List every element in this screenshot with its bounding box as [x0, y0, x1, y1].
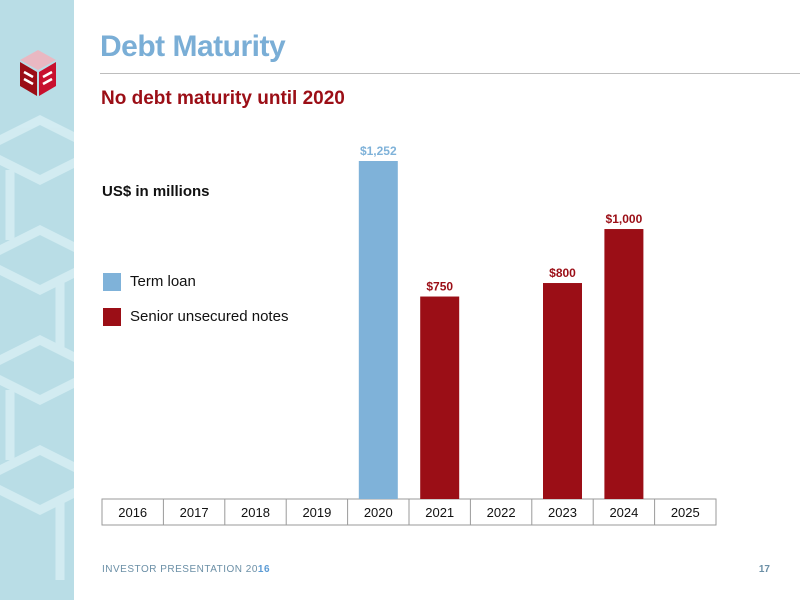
slide-subtitle: No debt maturity until 2020 [101, 88, 345, 109]
legend-label-term-loan: Term loan [130, 273, 196, 290]
x-tick-label: 2021 [425, 505, 454, 520]
bar [604, 229, 644, 499]
x-tick-label: 2022 [487, 505, 516, 520]
x-tick-label: 2018 [241, 505, 270, 520]
chart-bars [358, 161, 644, 499]
logo-top-face [20, 50, 56, 70]
x-tick-label: 2025 [671, 505, 700, 520]
x-tick-label: 2023 [548, 505, 577, 520]
bar [358, 161, 398, 499]
sidebar-band [0, 0, 74, 600]
legend-swatch-term-loan [103, 273, 121, 291]
x-tick-label: 2017 [180, 505, 209, 520]
company-logo-cube-icon [20, 50, 56, 96]
data-label: $1,252 [360, 144, 397, 158]
footer-text-accent: 16 [257, 564, 271, 575]
legend-swatch-senior-notes [103, 308, 121, 326]
x-tick-label: 2016 [118, 505, 147, 520]
data-label: $750 [426, 280, 453, 294]
footer-text-main: INVESTOR PRESENTATION 20 [102, 564, 258, 575]
title-divider [100, 73, 800, 74]
x-tick-label: 2019 [302, 505, 331, 520]
bar [543, 283, 582, 499]
bar [420, 296, 460, 499]
chart-axis: 2016 2017 2018 2019 2020 2021 2022 2023 2024 2025 [101, 498, 717, 526]
logo-right-face [39, 62, 56, 96]
x-tick-label: 2020 [364, 505, 393, 520]
data-label: $800 [549, 266, 576, 280]
data-label: $1,000 [606, 212, 643, 226]
logo-stripes [23, 70, 53, 86]
chart-data-labels: $1,252 $750 $800 $1,000 [360, 144, 643, 294]
legend-label-senior-notes: Senior unsecured notes [130, 308, 289, 325]
logo-left-face [20, 62, 37, 96]
slide-title: Debt Maturity [100, 30, 286, 63]
sidebar-pattern [0, 114, 74, 580]
units-label: US$ in millions [102, 183, 210, 200]
page-number: 17 [758, 564, 770, 575]
footer-text: INVESTOR PRESENTATION 2016 [102, 564, 270, 575]
x-tick-label: 2024 [609, 505, 638, 520]
